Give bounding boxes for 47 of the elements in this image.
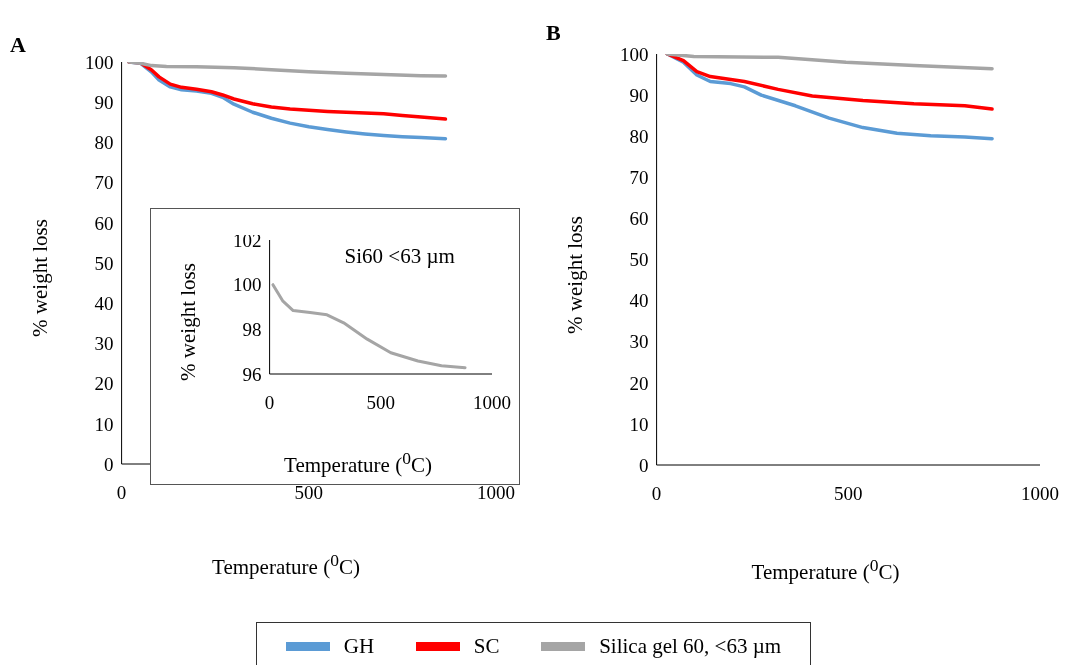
y-tick-label: 50: [629, 249, 649, 271]
y-tick-label: 10: [94, 413, 114, 435]
y-tick-label: 100: [85, 51, 114, 73]
y-tick-label: 60: [94, 212, 114, 234]
y-tick-label: 20: [94, 373, 114, 395]
x-tick-label: 500: [366, 391, 396, 413]
y-tick-label: 50: [94, 252, 114, 274]
line-series: [271, 283, 467, 370]
legend-label: GH: [343, 633, 375, 659]
legend-label: Silica gel 60, <63 µm: [599, 633, 782, 659]
x-axis-title: Temperature ($^{0}$C): [283, 448, 433, 478]
legend-label: SC: [473, 633, 500, 659]
y-tick-label: 80: [94, 132, 114, 154]
x-tick-label: 500: [834, 482, 863, 504]
y-tick-label: 60: [629, 208, 649, 230]
y-axis-title: % weight loss: [562, 215, 588, 334]
x-tick-label: 500: [294, 481, 324, 503]
line-series: [665, 54, 994, 71]
y-tick-label: 0: [104, 453, 114, 475]
y-tick-label: 100: [620, 43, 649, 65]
line-series: [127, 62, 448, 78]
y-tick-label: 30: [94, 333, 114, 355]
y-tick-label: 40: [94, 292, 114, 314]
x-axis-title: Temperature ($^{0}$C): [750, 555, 901, 585]
chart-title: A: [10, 32, 26, 58]
x-tick-label: 1000: [1021, 482, 1059, 504]
y-axis-title: % weight loss: [175, 263, 201, 381]
y-tick-label: 0: [639, 454, 649, 476]
x-tick-label: 1000: [473, 391, 511, 413]
y-tick-label: 20: [629, 372, 649, 394]
y-tick-label: 90: [94, 91, 114, 113]
x-axis-title: Temperature ($^{0}$C): [211, 550, 361, 580]
y-tick-label: 90: [629, 84, 649, 106]
y-tick-label: 80: [629, 125, 649, 147]
y-tick-label: 100: [233, 274, 262, 296]
annotation: Si60 <63 µm: [344, 244, 455, 269]
y-tick-label: 70: [629, 167, 649, 189]
y-tick-label: 40: [629, 290, 649, 312]
chart-title: B: [546, 20, 561, 46]
line-series: [665, 54, 994, 141]
y-tick-label: 70: [94, 172, 114, 194]
x-tick-label: 1000: [477, 481, 515, 503]
y-tick-label: 30: [629, 331, 649, 353]
y-tick-label: 96: [242, 363, 262, 385]
y-axis-title: % weight loss: [27, 219, 53, 337]
y-tick-label: 98: [242, 319, 262, 341]
y-tick-label: 10: [629, 413, 649, 435]
